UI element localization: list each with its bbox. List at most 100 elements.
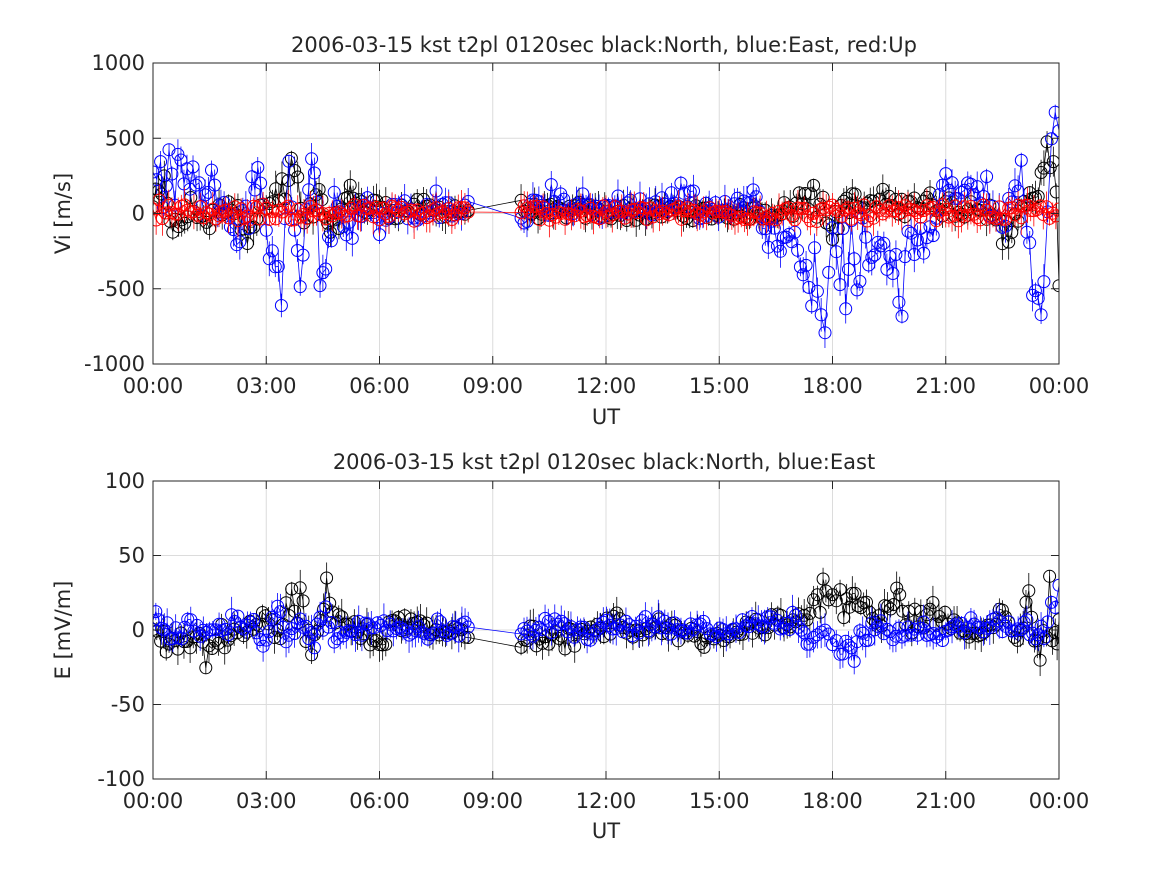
efield-data-point: [568, 639, 582, 653]
efield-data-point: [558, 642, 572, 656]
efield-data-point: [452, 629, 466, 643]
velocity-data-point: [1037, 275, 1051, 289]
velocity-data-point: [759, 210, 773, 224]
velocity-data-point: [190, 208, 204, 222]
velocity-data-point: [611, 189, 625, 203]
efield-data-point: [632, 626, 646, 640]
velocity-data-point: [785, 209, 799, 223]
velocity-data-point: [1005, 201, 1019, 215]
efield-data-point: [642, 624, 656, 638]
velocity-data-point: [822, 265, 836, 279]
efield-data-point: [273, 605, 287, 619]
velocity-data-point: [756, 212, 770, 226]
velocity-x-tick-label: 03:00: [236, 374, 297, 398]
efield-data-point: [908, 602, 922, 616]
velocity-data-point: [165, 167, 179, 181]
efield-data-point: [380, 624, 394, 638]
velocity-data-point: [240, 209, 254, 223]
efield-data-point: [169, 621, 183, 635]
efield-y-axis-label: E [mV/m]: [51, 581, 75, 680]
velocity-data-point: [929, 214, 943, 228]
efield-data-point: [536, 636, 549, 650]
velocity-data-point: [719, 205, 732, 218]
efield-y-tick-label: 50: [118, 544, 145, 568]
efield-data-point: [399, 625, 413, 639]
velocity-data-point: [886, 267, 900, 280]
velocity-data-point: [646, 210, 660, 224]
velocity-data-point: [892, 295, 906, 309]
velocity-data-point: [1011, 198, 1025, 212]
efield-data-point: [819, 584, 833, 598]
velocity-data-point: [1046, 155, 1059, 169]
efield-data-point: [262, 625, 276, 638]
efield-data-point: [947, 613, 961, 627]
velocity-x-tick-label: 06:00: [349, 374, 410, 398]
efield-data-point: [320, 571, 334, 585]
velocity-data-point: [401, 205, 415, 219]
velocity-data-point: [262, 212, 276, 226]
efield-data-point: [776, 621, 790, 635]
efield-data-point: [907, 622, 921, 636]
efield-data-point: [200, 625, 213, 639]
velocity-data-point: [555, 206, 569, 220]
efield-data-point: [810, 628, 824, 642]
efield-data-point: [1033, 653, 1047, 667]
efield-data-point: [391, 611, 405, 624]
velocity-data-point: [791, 243, 805, 257]
efield-data-point: [863, 605, 876, 619]
velocity-data-point: [818, 326, 832, 340]
velocity-data-point: [798, 187, 812, 200]
efield-data-point: [926, 627, 940, 640]
velocity-y-tick-label: -500: [97, 277, 145, 301]
efield-data-point: [153, 605, 163, 619]
velocity-ticks: 00:00 03:00 06:00 09:00 12:00 15:00 18:00 21:00…: [84, 51, 1089, 398]
velocity-data-point: [865, 250, 879, 264]
velocity-data-point: [895, 309, 909, 323]
efield-data-point: [638, 610, 652, 624]
velocity-data-point: [281, 199, 295, 213]
efield-data-point: [244, 615, 257, 629]
efield-data-point: [383, 617, 397, 631]
velocity-data-point: [391, 203, 405, 217]
velocity-data-point: [165, 206, 179, 219]
velocity-data-point: [850, 283, 864, 297]
velocity-data-point: [740, 196, 754, 210]
efield-data-point: [860, 595, 873, 609]
velocity-y-tick-label: 1000: [92, 51, 145, 75]
velocity-data-point: [180, 162, 194, 176]
efield-data-point: [658, 614, 672, 628]
velocity-data-point: [782, 201, 795, 215]
efield-data-point: [818, 623, 832, 637]
efield-data-point: [377, 614, 391, 628]
efield-x-axis-label: UT: [592, 819, 620, 843]
velocity-data-point: [324, 234, 338, 248]
efield-data-point: [339, 625, 353, 639]
velocity-data-point: [1033, 199, 1047, 213]
velocity-data-point: [278, 201, 292, 215]
velocity-data-point: [690, 206, 704, 220]
efield-data-point: [945, 620, 959, 634]
efield-x-tick-label: 21:00: [915, 789, 976, 813]
velocity-x-tick-label: 09:00: [462, 374, 523, 398]
efield-data-point: [259, 633, 273, 647]
efield-data-point: [1041, 615, 1055, 629]
efield-data-point: [256, 639, 270, 653]
efield-data-point: [862, 633, 876, 647]
velocity-data-point: [895, 206, 909, 220]
velocity-data-point: [458, 201, 472, 215]
velocity-data-point: [668, 202, 682, 216]
efield-y-tick-label: 100: [105, 469, 145, 493]
efield-x-tick-label: 00:00: [123, 789, 184, 813]
efield-data-point: [371, 616, 385, 630]
velocity-data-point: [898, 250, 912, 264]
velocity-data-point: [1049, 185, 1059, 199]
velocity-data-point: [369, 200, 383, 214]
velocity-data-point: [901, 203, 915, 217]
efield-data-point: [607, 609, 620, 623]
velocity-data-point: [839, 302, 853, 316]
efield-data-point: [222, 628, 235, 642]
velocity-data-point: [693, 208, 707, 222]
velocity-data-point: [153, 165, 160, 179]
velocity-data-point: [810, 284, 824, 298]
velocity-data-point: [907, 248, 921, 261]
